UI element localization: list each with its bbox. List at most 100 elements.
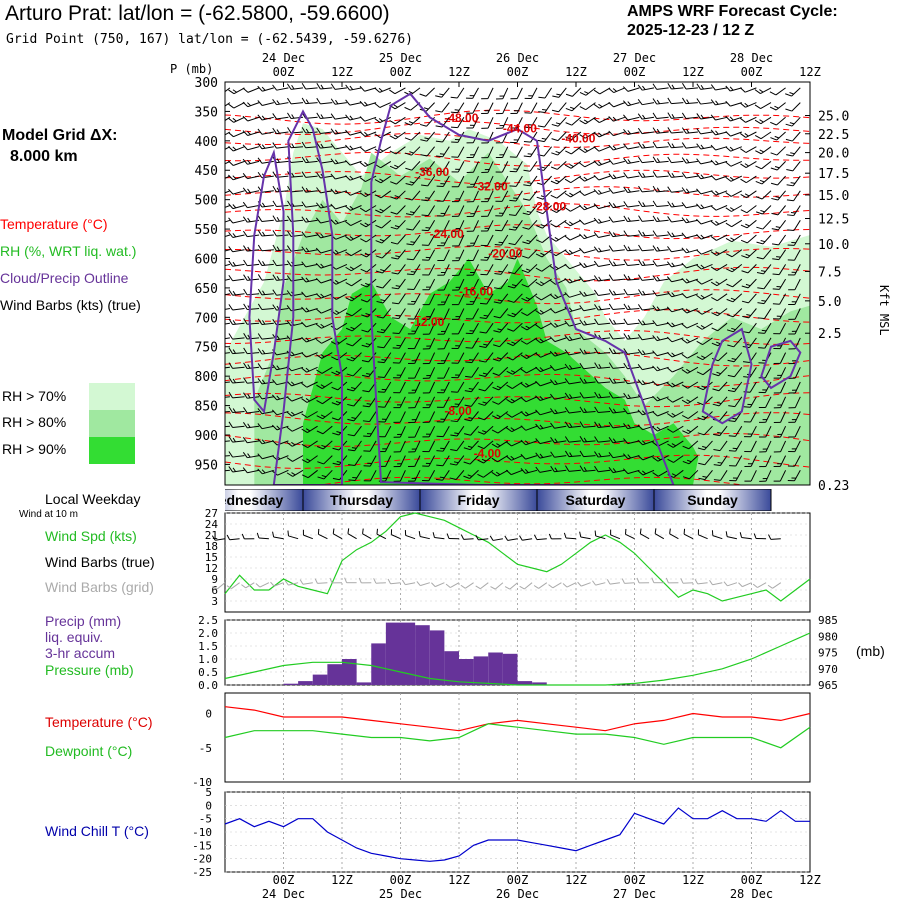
wind-barb — [225, 278, 231, 283]
wind-barb — [450, 440, 465, 452]
wind-barb — [608, 158, 625, 165]
wind-barb — [362, 396, 377, 408]
wind-barb — [506, 337, 523, 347]
wind-barb-grid — [431, 582, 445, 588]
wind-barb — [505, 440, 523, 447]
pressure-tick-label: 965 — [818, 679, 838, 692]
wind-barb — [681, 292, 699, 299]
wind-barb — [348, 455, 362, 467]
wind-barb — [579, 219, 596, 225]
wind-barb — [652, 112, 669, 120]
pressure-tick-label: 980 — [818, 630, 838, 643]
wind-barb — [756, 219, 772, 230]
wind-barb — [754, 131, 772, 140]
wind-barb-true — [226, 534, 240, 541]
wind-barb — [228, 146, 245, 152]
wind-barb — [550, 422, 567, 429]
height-tick-label: 15.0 — [818, 189, 849, 204]
wind-barb — [594, 377, 611, 384]
wind-barb — [537, 131, 552, 143]
wind-barb — [681, 232, 699, 239]
wind-barb — [491, 455, 509, 463]
wind-barb — [549, 350, 567, 357]
wind-barb — [666, 291, 684, 298]
wind-barb — [377, 381, 392, 393]
wind-barb — [535, 466, 552, 473]
wind-barb — [451, 308, 465, 320]
wind-barb — [535, 322, 552, 330]
cloud-outline — [760, 339, 802, 390]
wind-barb — [466, 175, 479, 188]
temperature-contour — [225, 266, 810, 282]
wind-barb — [228, 231, 245, 238]
wind-barb — [407, 337, 421, 350]
wind-barb — [666, 306, 684, 313]
wind-barb — [301, 231, 318, 238]
time-tick-bottom: 00Z — [624, 873, 646, 887]
wind-barb — [638, 274, 655, 281]
wind-barb — [421, 205, 436, 217]
wind-barb — [681, 142, 698, 149]
wind-barb-true — [347, 528, 357, 540]
wind-barb — [623, 318, 640, 325]
temperature-line — [224, 706, 811, 732]
wind-barb — [652, 83, 669, 90]
wind-barb — [407, 293, 421, 305]
wind-barb — [739, 87, 757, 93]
wind-barb — [754, 116, 772, 125]
weekday-bar: Tuesday Wednesday Thursday Friday Saturday Su… — [225, 489, 772, 511]
temperature-contour-label: -48.00 — [444, 111, 478, 125]
wind-barb-grid — [665, 577, 679, 584]
wind-barb — [757, 322, 772, 334]
wind-barb-grid — [344, 577, 357, 584]
wind-barb — [347, 411, 362, 422]
wind-barb — [495, 146, 509, 159]
pressure-tick-label: 300 — [195, 76, 218, 91]
wind-barb — [757, 308, 772, 320]
wind-barb — [728, 396, 743, 408]
wind-barb — [435, 87, 450, 98]
wind-barb — [520, 396, 538, 403]
wind-barb — [359, 85, 377, 92]
wind-tick-label: 9 — [211, 573, 218, 586]
wind-barb — [772, 249, 787, 261]
wind-barb — [681, 308, 699, 314]
wind-barb-true — [669, 528, 679, 540]
pressure-tick-label: 800 — [195, 370, 218, 385]
wind-barb — [479, 352, 494, 363]
wind-barb — [666, 352, 684, 358]
wind-barb — [743, 411, 757, 423]
wind-barb-true — [563, 532, 577, 540]
wind-barb — [652, 230, 669, 237]
wind-barb — [549, 322, 567, 328]
wind-barb — [494, 249, 509, 261]
wind-barb — [437, 220, 450, 232]
wind-barb — [375, 249, 392, 259]
wind-barb — [754, 102, 772, 110]
wind-barb — [286, 380, 304, 387]
wind-barb — [710, 205, 728, 211]
wind-barb — [330, 128, 347, 135]
wind-barb — [301, 246, 318, 253]
wind-barb — [773, 455, 787, 467]
wind-barb — [301, 156, 318, 164]
wind-barb — [565, 146, 582, 155]
wind-barb — [478, 396, 494, 406]
wind-barb — [330, 143, 347, 150]
wind-barb — [392, 337, 406, 349]
wind-barb — [272, 230, 289, 237]
temperature-contour — [225, 392, 810, 408]
wind-barb — [286, 411, 304, 417]
wind-barb — [450, 425, 465, 437]
wind-barb — [316, 425, 333, 435]
wind-barb — [758, 396, 772, 408]
wind-barb — [579, 160, 596, 168]
wind-barb — [242, 451, 260, 459]
wind-barb — [437, 381, 450, 394]
wind-barb — [225, 381, 230, 384]
wind-barb — [287, 97, 304, 105]
temperature-contour-label: -8.00 — [444, 404, 472, 418]
wind-barb — [564, 219, 582, 227]
wind-barb — [408, 425, 421, 438]
wind-barb-grid — [226, 582, 240, 590]
